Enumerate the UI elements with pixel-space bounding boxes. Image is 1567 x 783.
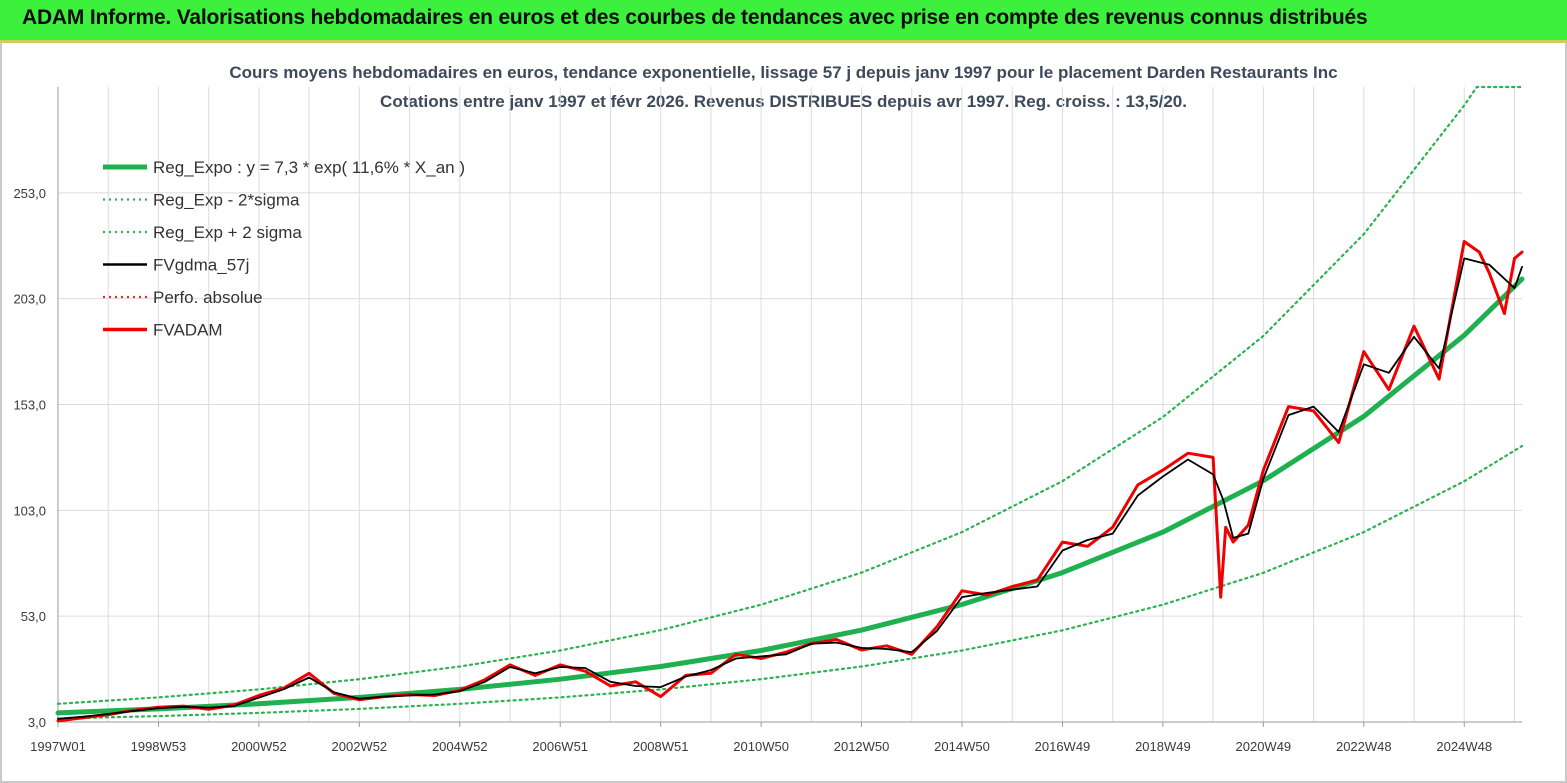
x-tick-label: 2010W50 [733, 739, 789, 754]
x-tick-label: 2012W50 [834, 739, 890, 754]
series-lines [55, 85, 1525, 723]
x-tick-label: 1997W01 [30, 739, 86, 754]
series-line-3 [57, 257, 1523, 720]
x-tick-label: 2008W51 [633, 739, 689, 754]
x-tick-label: 2004W52 [432, 739, 488, 754]
series-line-1 [56, 444, 1524, 720]
legend: Reg_Expo : y = 7,3 * exp( 11,6% * X_an )… [103, 158, 465, 340]
grid-lines [57, 87, 1522, 723]
legend-label: Reg_Exp - 2*sigma [153, 191, 300, 210]
legend-label: Perfo. absolue [153, 288, 263, 307]
y-tick-label: 53,0 [21, 609, 46, 624]
legend-label: Reg_Exp + 2 sigma [153, 223, 302, 242]
x-tick-label: 2006W51 [532, 739, 588, 754]
report-title: ADAM Informe. Valorisations hebdomadaire… [22, 6, 1368, 29]
x-tick-labels: 1997W01 1998W53 2000W52 2002W52 2004W52 2006W… [30, 739, 1492, 754]
y-tick-labels: 3,0 53,0 103,0 153,0 203,0 253,0 [13, 186, 46, 730]
y-tick-label: 203,0 [13, 292, 46, 307]
legend-label: Reg_Expo : y = 7,3 * exp( 11,6% * X_an ) [153, 158, 465, 177]
y-tick-label: 153,0 [13, 398, 46, 413]
x-tick-label: 2016W49 [1035, 739, 1091, 754]
report-header [0, 0, 1567, 40]
x-tick-label: 2024W48 [1436, 739, 1492, 754]
chart-title: Cours moyens hebdomadaires en euros, ten… [229, 63, 1338, 82]
series-line-5 [56, 240, 1524, 723]
axes [57, 87, 1522, 727]
y-tick-label: 103,0 [13, 503, 46, 518]
y-tick-label: 253,0 [13, 186, 46, 201]
x-tick-label: 2018W49 [1135, 739, 1191, 754]
y-tick-label: 3,0 [28, 715, 46, 730]
x-tick-label: 2002W52 [332, 739, 388, 754]
chart-subtitle: Cotations entre janv 1997 et févr 2026. … [380, 92, 1187, 111]
legend-label: FVADAM [153, 321, 223, 340]
x-tick-label: 2014W50 [934, 739, 990, 754]
x-tick-label: 2022W48 [1336, 739, 1392, 754]
series-line-2 [56, 85, 1524, 705]
header-divider [0, 40, 1567, 43]
x-tick-label: 2000W52 [231, 739, 287, 754]
legend-label: FVgdma_57j [153, 256, 249, 275]
series-line-0 [55, 276, 1525, 716]
x-tick-label: 1998W53 [131, 739, 187, 754]
x-tick-label: 2020W49 [1236, 739, 1292, 754]
